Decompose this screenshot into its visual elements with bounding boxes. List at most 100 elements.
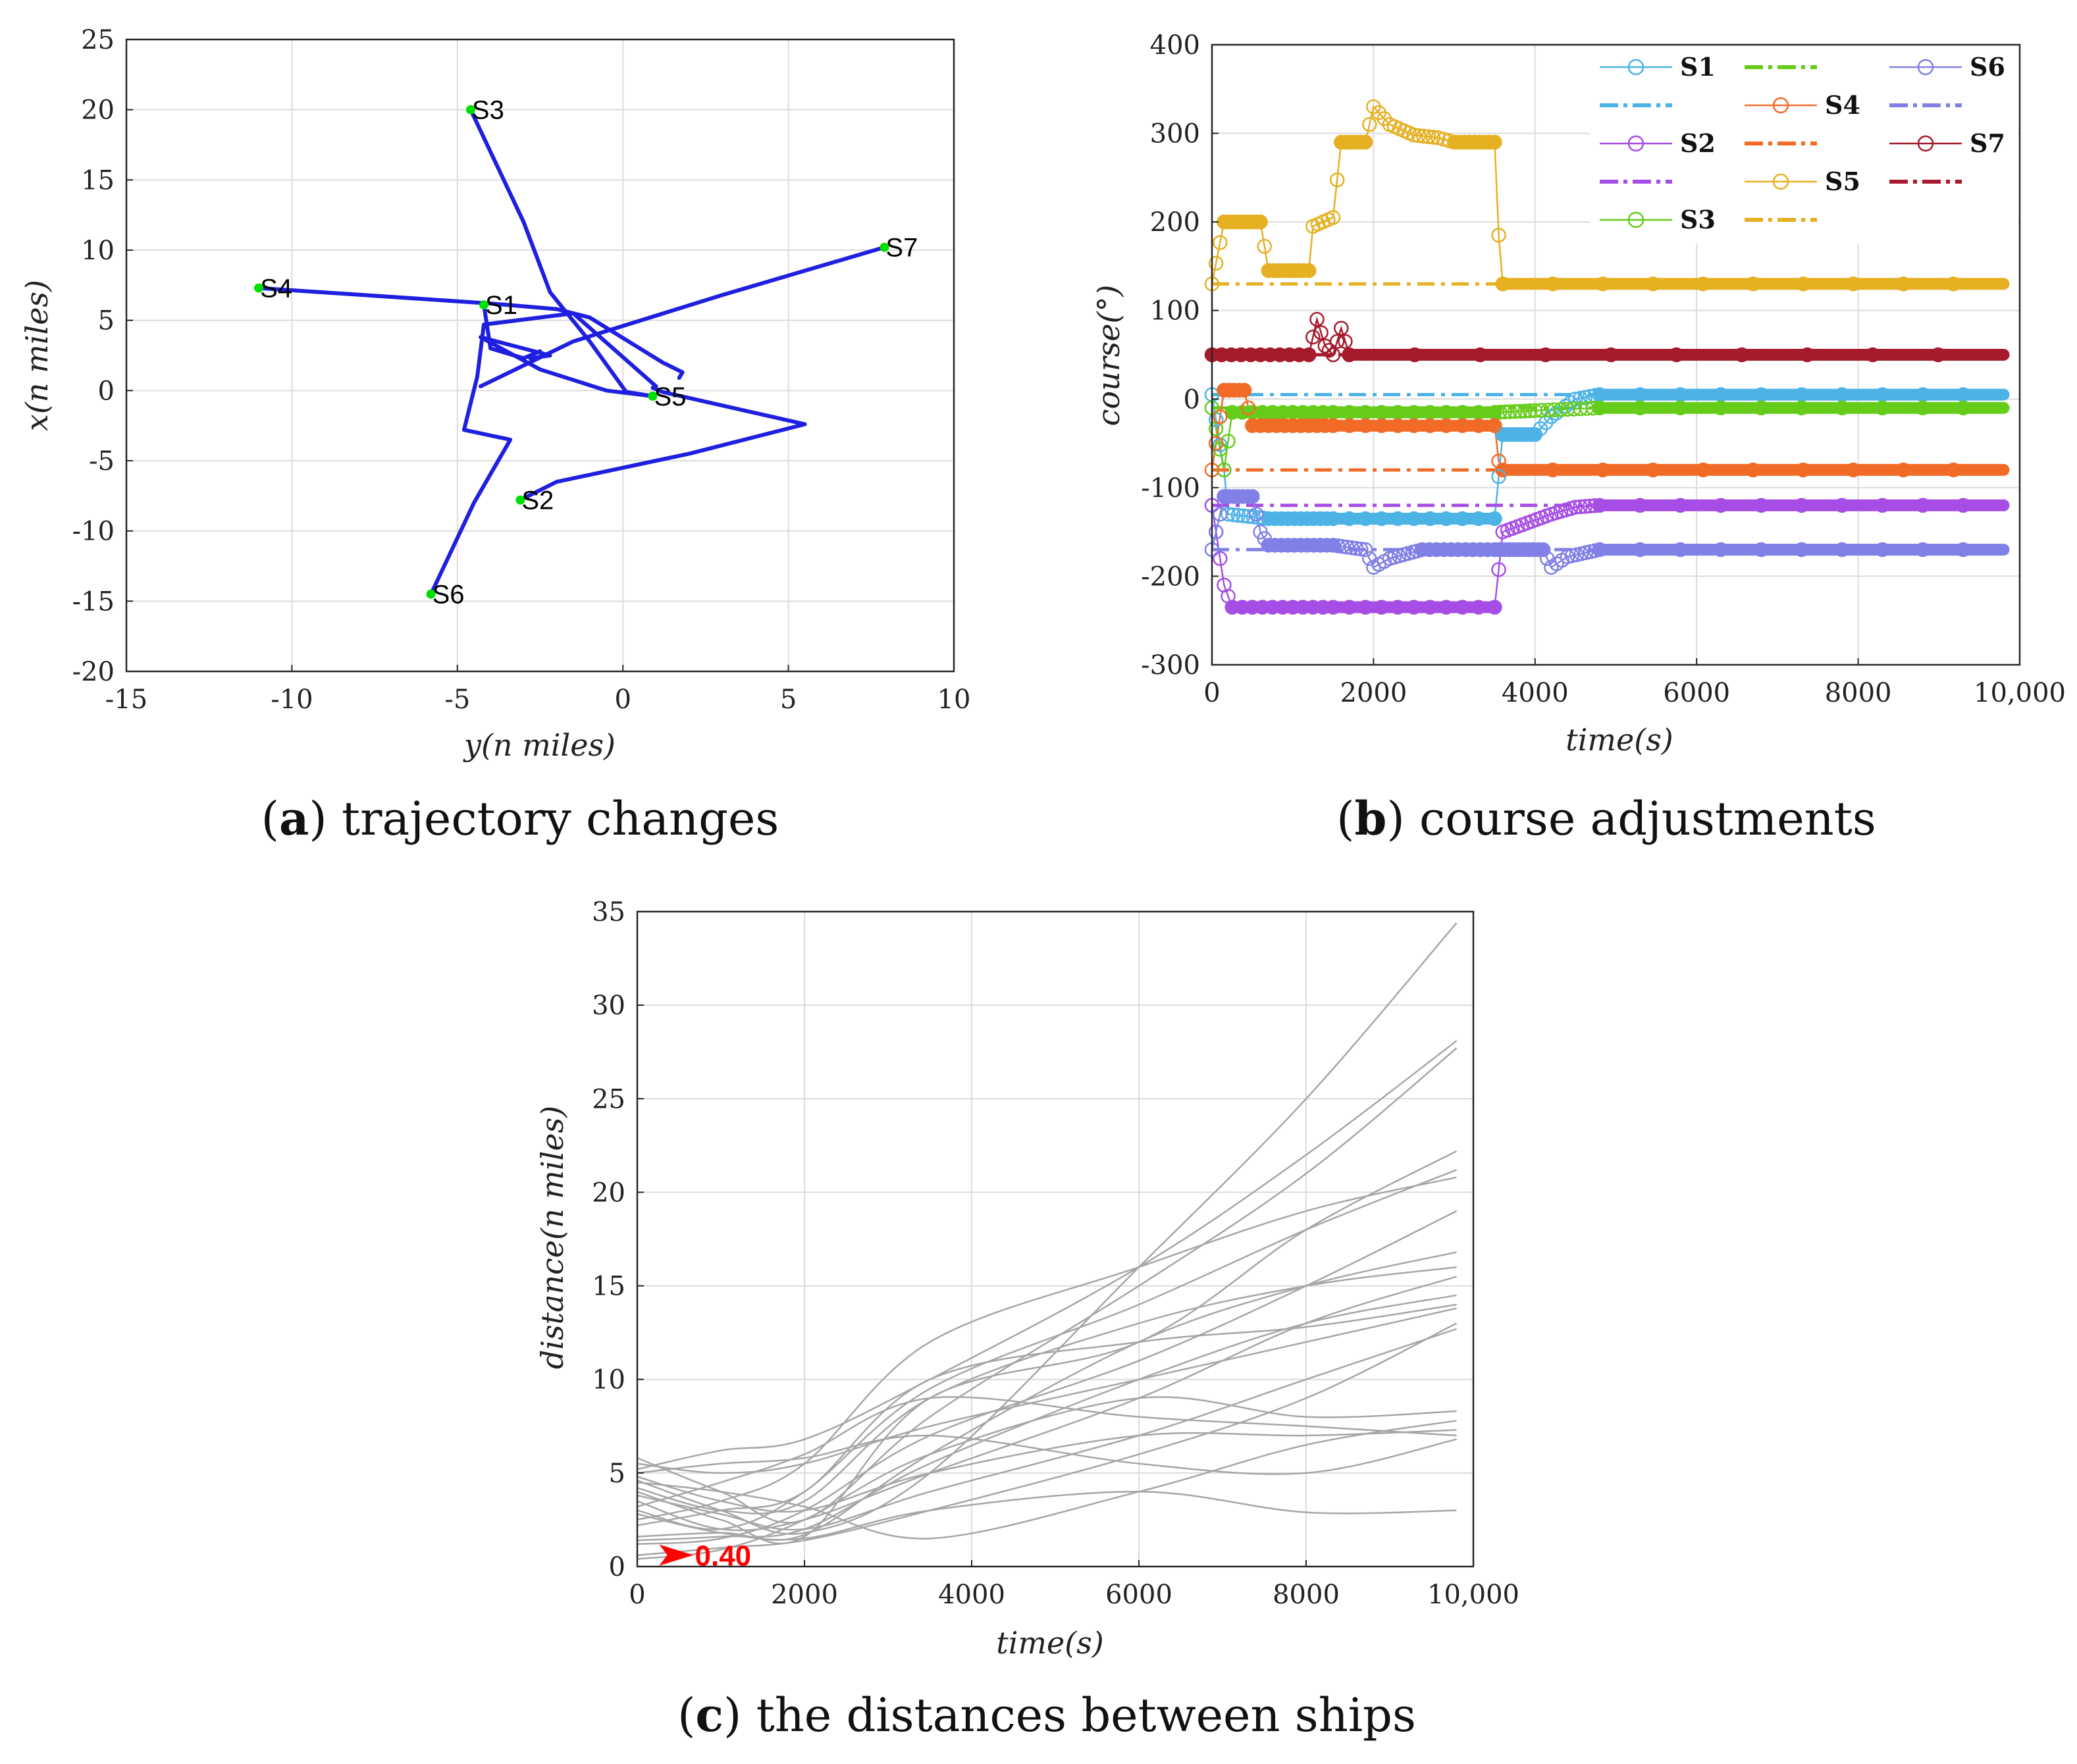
panel-b-series	[1204, 99, 2010, 615]
panel-c-y-ticks: 35 30 25 20 15 10 5 0	[592, 897, 644, 1582]
course-marker-s5-13-2	[1457, 134, 1472, 150]
course-marker-s5-13-3	[1461, 134, 1477, 150]
course-marker-s4-1-3	[1232, 382, 1247, 398]
course-marker-s7-0-1	[1214, 347, 1229, 363]
course-marker-s3-1-0	[1217, 462, 1232, 478]
course-marker-s1-2-6	[1251, 510, 1266, 525]
course-marker-s5-11-2	[1416, 128, 1431, 144]
panel-a-caption-text: trajectory changes	[342, 792, 779, 846]
course-marker-s5-0-2	[1213, 235, 1228, 250]
trajectory-s6	[429, 311, 658, 596]
course-marker-s6-0-1	[1208, 524, 1224, 540]
course-marker-s2-3-9	[1471, 600, 1486, 615]
course-marker-s6-4-9	[1319, 538, 1334, 553]
b-ytick-label-2: 200	[1150, 207, 1200, 238]
course-marker-s3-6-0	[1592, 400, 1608, 415]
panel-c-x-ticks: 0 2000 4000 6000 8000 10,000	[629, 1560, 1519, 1610]
course-marker-s5-3-5	[1286, 263, 1301, 278]
course-marker-s6-1-4	[1235, 489, 1251, 504]
course-marker-s1-2-7	[1255, 510, 1271, 526]
course-marker-s5-16-9	[1946, 276, 1961, 292]
course-marker-s6-10-5	[1512, 542, 1527, 558]
course-marker-s5-1-7	[1248, 214, 1263, 230]
c-xtick-label-3: 6000	[1105, 1580, 1172, 1610]
course-marker-s6-5-6	[1353, 541, 1369, 557]
course-marker-s7-6-9	[1930, 347, 1946, 363]
course-marker-s3-4-1	[1492, 404, 1508, 420]
panel-b-legend: S1 S2 S3 S4 S5 S6 S7	[1600, 52, 2005, 234]
distance-line-10	[637, 1276, 1457, 1532]
course-marker-s4-2-0	[1236, 382, 1252, 398]
distance-line-19	[637, 1420, 1457, 1540]
course-marker-s2-2-7	[1295, 600, 1311, 615]
legend-marker-s2	[1627, 135, 1644, 152]
panel-a-caption-letter: a	[279, 791, 309, 846]
course-marker-s2-8-5	[1794, 498, 1809, 513]
course-marker-s3-6-3	[1713, 400, 1729, 415]
course-marker-s6-14-5	[1794, 542, 1809, 558]
course-marker-s3-6-5	[1794, 400, 1809, 415]
course-line-s5	[1211, 105, 2004, 285]
course-marker-s1-4-5	[1406, 511, 1421, 527]
panel-c-grid	[637, 911, 1474, 1567]
b-xtick-label-2: 4000	[1502, 678, 1569, 708]
panel-b-x-ticks: 0 2000 4000 6000 8000 10,000	[1203, 658, 2066, 708]
course-marker-s6-10-1	[1492, 542, 1508, 558]
course-marker-s3-4-3	[1502, 404, 1517, 419]
course-marker-s1-4-6	[1423, 511, 1438, 527]
course-marker-s4-7-4	[1695, 462, 1711, 478]
course-marker-s5-0-1	[1208, 255, 1224, 271]
course-marker-s5-11-3	[1421, 129, 1436, 144]
course-marker-s6-9-0	[1414, 542, 1430, 558]
course-marker-s2-7-3	[1582, 498, 1598, 514]
distance-line-1	[637, 922, 1458, 1535]
course-marker-s4-4-8	[1455, 418, 1470, 433]
course-marker-s2-8-3	[1713, 498, 1729, 513]
course-marker-s1-4-4	[1390, 511, 1406, 527]
distance-line-12	[637, 1303, 1457, 1526]
course-marker-s4-0-2	[1213, 409, 1228, 425]
course-marker-s5-3-4	[1281, 263, 1296, 278]
legend-marker-s4	[1772, 97, 1789, 114]
c-ytick-label-4: 15	[592, 1272, 625, 1302]
ship-label-s5: S5	[654, 382, 686, 411]
panel-a-axes-frame	[125, 38, 955, 673]
course-marker-s6-14-7	[1875, 542, 1890, 558]
course-marker-s6-6-0	[1357, 542, 1373, 558]
course-marker-s6-14-8	[1915, 542, 1931, 558]
course-marker-s2-2-1	[1234, 600, 1250, 615]
course-marker-s6-14-3	[1713, 542, 1729, 558]
course-marker-s1-9-0	[1567, 392, 1583, 407]
course-marker-s2-3-7	[1438, 600, 1454, 615]
course-marker-s6-5-5	[1348, 540, 1364, 556]
course-marker-s4-3-8	[1309, 418, 1325, 433]
course-marker-s5-7-2	[1343, 134, 1359, 150]
course-marker-s5-14-0	[1487, 134, 1502, 150]
course-marker-s2-2-6	[1285, 600, 1300, 615]
course-marker-s2-2-8	[1305, 600, 1321, 615]
course-marker-s5-7-4	[1353, 134, 1369, 150]
c-ytick-label-0: 35	[592, 897, 625, 927]
course-marker-s2-7-2	[1577, 499, 1593, 514]
course-marker-s1-4-7	[1438, 511, 1454, 527]
course-marker-s4-3-3	[1269, 418, 1284, 433]
course-marker-s2-2-2	[1245, 600, 1260, 615]
course-marker-s7-0-3	[1233, 347, 1249, 363]
course-marker-s4-4-1	[1342, 418, 1357, 433]
course-marker-s2-3-4	[1390, 600, 1406, 615]
course-marker-s4-1-1	[1221, 382, 1237, 398]
panel-c-caption: (c) the distances between ships	[677, 1688, 1416, 1742]
course-marker-s5-3-6	[1291, 263, 1307, 278]
c-xtick-label-4: 8000	[1273, 1580, 1340, 1610]
panel-b-y-label: course(°)	[1091, 285, 1126, 427]
c-ytick-label-7: 0	[609, 1552, 625, 1582]
course-marker-s4-2-1	[1240, 400, 1256, 415]
course-marker-s5-13-0	[1446, 134, 1462, 150]
course-marker-s6-2-1	[1249, 506, 1264, 522]
b-xtick-label-0: 0	[1203, 678, 1220, 708]
a-ytick-label-8: -15	[72, 586, 115, 617]
distance-line-2	[637, 1040, 1458, 1470]
ship-marker-s3	[465, 105, 475, 115]
